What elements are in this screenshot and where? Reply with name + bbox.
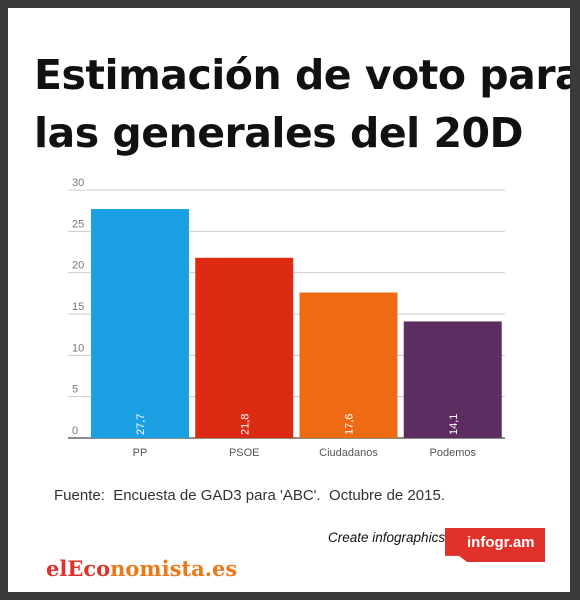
- infogram-badge[interactable]: infogr.am: [445, 528, 545, 562]
- bar: [299, 292, 398, 438]
- y-tick-label: 10: [72, 342, 84, 354]
- title-line-1: Estimación de voto para: [34, 51, 570, 99]
- bar-value-label: 27,7: [135, 414, 147, 435]
- y-tick-label: 15: [72, 301, 84, 313]
- y-tick-label: 5: [72, 384, 78, 396]
- infogram-label: infogr.am: [467, 534, 535, 551]
- create-infographics-link[interactable]: Create infographics: [328, 530, 446, 545]
- infogram-badge-background: [445, 528, 545, 562]
- x-tick-label: PSOE: [229, 447, 260, 459]
- bar-value-label: 14,1: [448, 414, 460, 435]
- infographic-card: Estimación de voto para las generales de…: [8, 8, 570, 592]
- y-tick-label: 0: [72, 425, 78, 437]
- bar: [91, 209, 189, 438]
- x-tick-label: Ciudadanos: [319, 447, 378, 459]
- title-line-2: las generales del 20D: [34, 109, 524, 157]
- bar: [403, 321, 502, 438]
- y-tick-label: 30: [72, 177, 84, 189]
- bar-value-label: 21,8: [239, 414, 251, 435]
- bar-chart: 0 5 10 15 20 25 30 27,7 PP 21,8 PSOE 17,6 Ciudadanos…: [68, 177, 505, 459]
- y-tick-label: 20: [72, 260, 84, 272]
- eleconomista-logo[interactable]: elEconomista.es: [46, 556, 237, 581]
- y-tick-label: 25: [72, 218, 84, 230]
- x-tick-label: Podemos: [430, 447, 477, 459]
- chart-title: Estimación de voto para las generales de…: [34, 46, 570, 162]
- bar: [195, 257, 294, 438]
- logo-part-1: elEco: [46, 556, 111, 581]
- bar-value-label: 17,6: [344, 414, 356, 435]
- source-note: Fuente: Encuesta de GAD3 para 'ABC'. Oct…: [54, 487, 445, 504]
- x-tick-label: PP: [133, 447, 148, 459]
- logo-part-2: nomista.es: [110, 556, 238, 581]
